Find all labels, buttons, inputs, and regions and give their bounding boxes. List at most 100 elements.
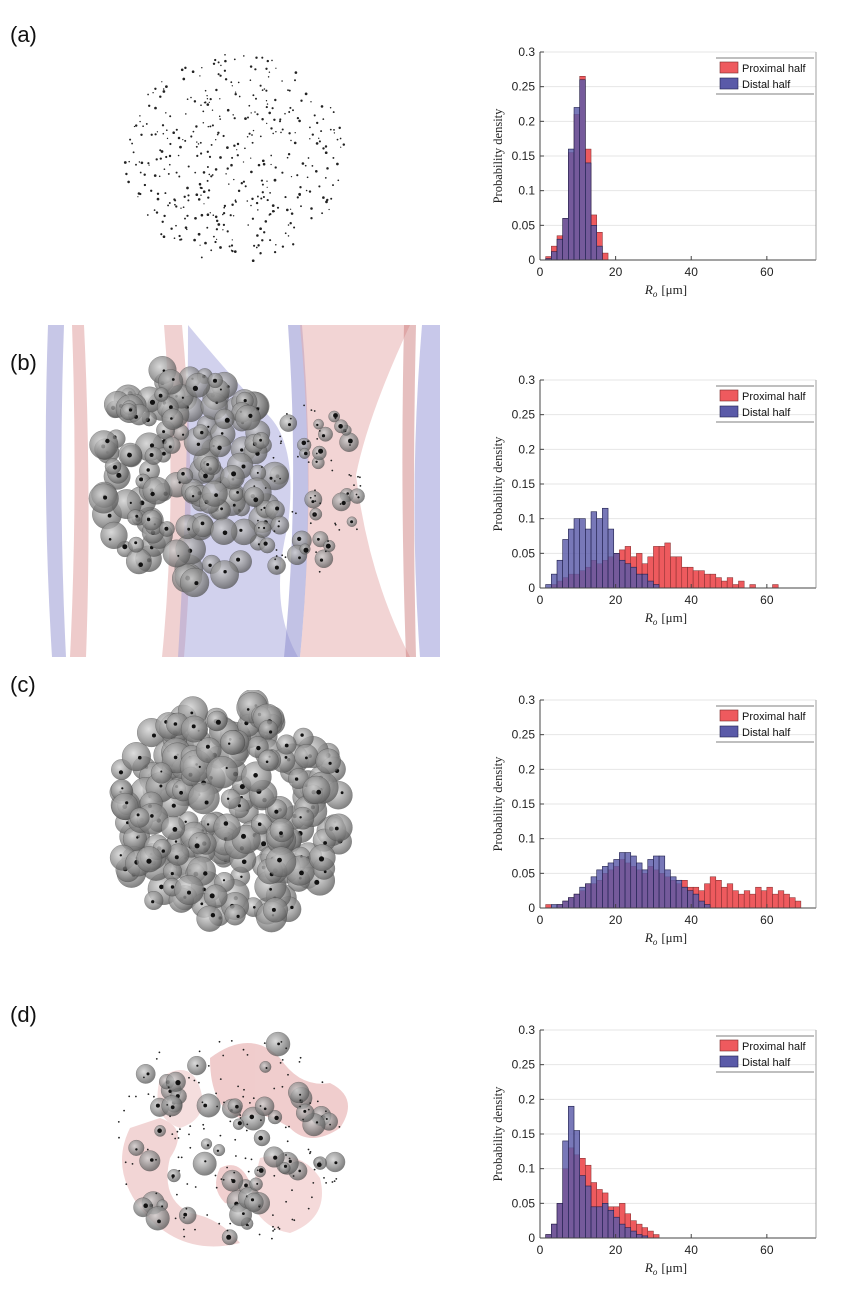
point-marker <box>342 143 346 146</box>
cell-sphere <box>304 490 323 509</box>
point-marker <box>196 141 198 143</box>
point-marker <box>290 212 294 215</box>
point-marker <box>217 73 220 76</box>
point-marker <box>147 1093 150 1095</box>
point-marker <box>186 186 189 190</box>
bar-proximal <box>749 584 756 589</box>
cell-nucleus <box>273 1155 278 1160</box>
cell-nucleus <box>340 791 344 795</box>
point-marker <box>265 106 268 109</box>
y-tick-label: 0.05 <box>512 218 536 232</box>
point-marker <box>123 1109 125 1112</box>
point-marker <box>155 1158 157 1161</box>
bar-distal <box>624 563 632 589</box>
point-marker <box>219 74 222 77</box>
cell-nucleus <box>277 1042 280 1046</box>
point-marker <box>263 88 266 90</box>
bar-proximal <box>670 556 677 589</box>
y-tick-label: 0 <box>528 901 535 915</box>
point-marker <box>288 89 291 92</box>
point-marker <box>178 1169 181 1172</box>
point-marker <box>174 1137 177 1140</box>
point-marker <box>284 1126 287 1129</box>
point-marker <box>264 220 268 223</box>
cell-nucleus <box>194 843 200 849</box>
cell-sphere <box>213 813 241 841</box>
bar-proximal <box>755 886 762 909</box>
point-marker <box>212 235 215 238</box>
cell-nucleus <box>235 1104 239 1109</box>
point-marker <box>255 56 258 59</box>
point-marker <box>180 238 183 241</box>
cell-nucleus <box>317 1162 322 1167</box>
x-tick-label: 0 <box>537 265 544 279</box>
point-marker <box>183 1216 185 1219</box>
point-marker <box>311 1196 313 1199</box>
bar-distal <box>636 573 643 589</box>
point-marker <box>335 1178 338 1180</box>
point-marker <box>268 71 271 73</box>
x-tick-label: 20 <box>609 593 623 607</box>
point-marker <box>265 67 268 70</box>
point-marker <box>281 1059 284 1061</box>
point-marker <box>355 493 358 496</box>
point-marker <box>182 206 185 209</box>
point-marker <box>244 185 247 188</box>
point-marker <box>201 66 203 69</box>
cell-sphere <box>196 905 223 932</box>
point-marker <box>338 1126 341 1128</box>
point-marker <box>229 1120 232 1123</box>
point-marker <box>272 1230 274 1232</box>
point-marker <box>329 1123 331 1126</box>
point-marker <box>242 55 245 57</box>
cell-nucleus <box>208 563 212 567</box>
point-marker <box>175 128 178 131</box>
point-marker <box>299 1056 302 1059</box>
point-marker <box>291 510 294 513</box>
point-marker <box>307 461 310 463</box>
point-marker <box>334 522 336 525</box>
y-tick-label: 0.15 <box>512 149 536 163</box>
point-marker <box>160 233 163 236</box>
point-marker <box>208 155 212 158</box>
point-marker <box>231 239 233 241</box>
point-marker <box>234 1138 237 1141</box>
point-marker <box>270 154 273 157</box>
cell-nucleus <box>274 1115 279 1121</box>
point-marker <box>129 138 132 141</box>
point-marker <box>337 179 340 182</box>
point-marker <box>266 199 269 202</box>
cell-sphere <box>244 1192 264 1212</box>
point-marker <box>217 223 221 226</box>
point-marker <box>284 556 287 559</box>
cell-nucleus <box>174 855 179 860</box>
point-marker <box>286 156 289 159</box>
bar-proximal <box>738 580 745 589</box>
bar-distal <box>590 225 598 261</box>
cell-nucleus <box>333 413 338 418</box>
cell-nucleus <box>191 495 195 498</box>
cell-nucleus <box>107 513 112 518</box>
point-marker <box>310 409 313 411</box>
point-marker <box>195 193 199 197</box>
point-marker <box>231 203 234 206</box>
point-marker <box>248 104 251 107</box>
point-marker <box>233 1171 236 1174</box>
point-marker <box>202 190 206 194</box>
bar-distal <box>602 1203 609 1239</box>
y-tick-label: 0.25 <box>512 80 536 94</box>
bar-proximal <box>664 542 671 589</box>
bar-distal <box>585 162 592 261</box>
y-tick-label: 0 <box>528 253 535 267</box>
histogram-chart-b: 0 0.05 0.1 0.15 0.2 0.25 0.3 0 20 40 60 Probability… <box>491 373 817 627</box>
point-marker <box>217 61 220 64</box>
cell-nucleus <box>274 565 279 570</box>
point-marker <box>263 231 266 234</box>
point-marker <box>298 1061 301 1063</box>
cell-nucleus <box>317 537 320 541</box>
point-marker <box>199 141 202 144</box>
point-marker <box>307 1148 310 1151</box>
point-marker <box>150 189 153 192</box>
point-marker <box>246 1123 249 1126</box>
point-marker <box>310 207 313 210</box>
